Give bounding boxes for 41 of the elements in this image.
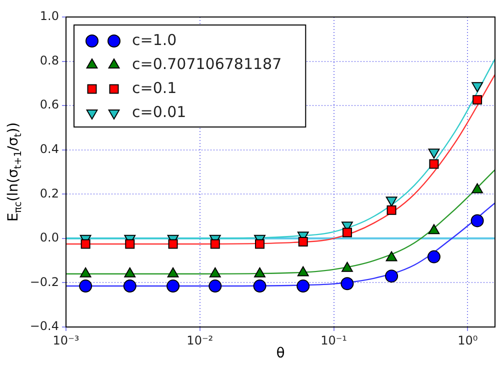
point [166, 280, 180, 293]
point [296, 280, 310, 293]
y-tick-label: 0.2 [40, 186, 59, 200]
point [427, 250, 440, 264]
point [386, 196, 398, 207]
point [298, 237, 308, 246]
point [255, 239, 265, 249]
point [208, 280, 222, 293]
x-tick-label: 10⁻² [186, 333, 214, 348]
point [472, 82, 483, 92]
point [80, 239, 90, 249]
y-tick-label: 0.6 [40, 98, 59, 112]
point [385, 270, 398, 283]
y-tick-label: 0.8 [40, 53, 59, 68]
legend-label: c=0.707106781187 [132, 54, 282, 73]
point [386, 205, 396, 215]
x-tick-label: 10⁰ [458, 333, 478, 348]
y-tick-label: 1.0 [40, 9, 59, 24]
point [470, 214, 484, 228]
point [123, 280, 136, 293]
point [210, 239, 220, 249]
legend-label: c=0.1 [132, 78, 177, 97]
legend-label: c=0.01 [132, 102, 186, 121]
point [79, 280, 92, 293]
point [253, 280, 266, 293]
y-tick-label: −0.2 [30, 274, 59, 289]
point [340, 277, 354, 290]
point [125, 239, 135, 249]
point [342, 228, 352, 238]
point [168, 239, 178, 249]
y-tick-label: −0.4 [30, 319, 59, 334]
x-tick-label: 10⁻³ [52, 333, 80, 348]
y-tick-label: 0.0 [40, 230, 59, 245]
point [428, 148, 440, 159]
y-axis-title: Eπc(ln(σt+1/σt)) [6, 122, 24, 222]
point [429, 159, 439, 169]
x-axis-title: θ [276, 346, 285, 362]
y-tick-label: 0.4 [40, 142, 59, 156]
x-tick-label: 10⁻¹ [320, 333, 348, 348]
point [472, 95, 482, 105]
legend-label: c=1.0 [132, 30, 177, 49]
